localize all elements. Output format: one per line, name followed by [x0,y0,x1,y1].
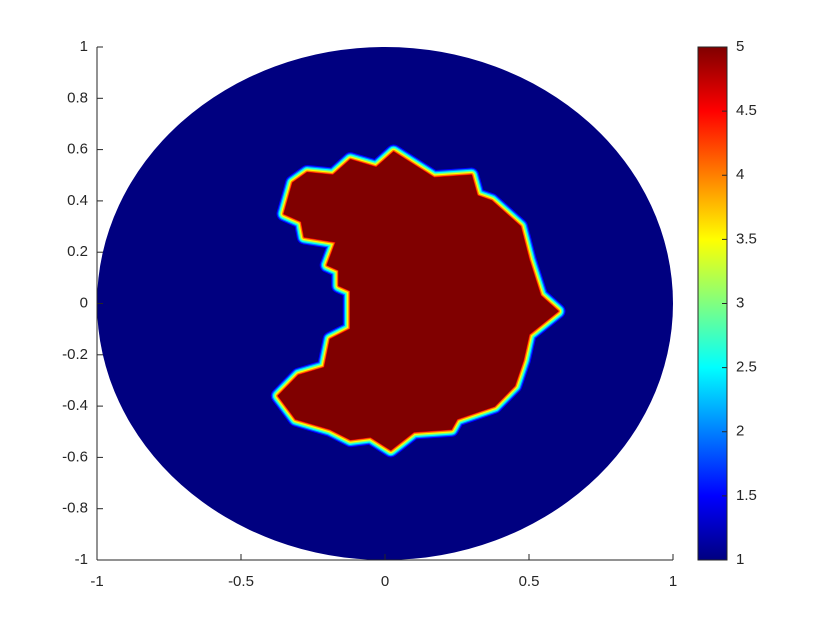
colorbar-tick-label: 2.5 [736,359,757,376]
x-tick-label: 1 [669,573,677,590]
y-tick-label: 1 [80,38,88,55]
y-tick-label: 0.2 [67,243,88,260]
colorbar-tick-label: 1 [736,551,744,568]
x-tick-label: -0.5 [228,573,254,590]
colorbar-tick-label: 3 [736,294,744,311]
colorbar-tick-label: 4.5 [736,102,757,119]
x-tick-label: 0 [381,573,389,590]
colorbar-tick-label: 4 [736,166,744,183]
inclusion [277,151,559,451]
y-tick-label: 0.6 [67,141,88,158]
x-tick-label: -1 [90,573,103,590]
colorbar-tick-label: 2 [736,423,744,440]
y-tick-label: -0.6 [62,448,88,465]
colorbar-tick-label: 5 [736,38,744,55]
y-tick-label: -1 [75,551,88,568]
x-tick-label: 0.5 [519,573,540,590]
y-tick-label: -0.4 [62,397,88,414]
y-tick-label: 0.8 [67,89,88,106]
y-tick-label: 0 [80,294,88,311]
y-tick-label: 0.4 [67,192,88,209]
colorbar-tick-label: 1.5 [736,487,757,504]
y-tick-label: -0.2 [62,346,88,363]
y-tick-label: -0.8 [62,500,88,517]
colorbar-tick-label: 3.5 [736,230,757,247]
plot-area [97,47,673,560]
